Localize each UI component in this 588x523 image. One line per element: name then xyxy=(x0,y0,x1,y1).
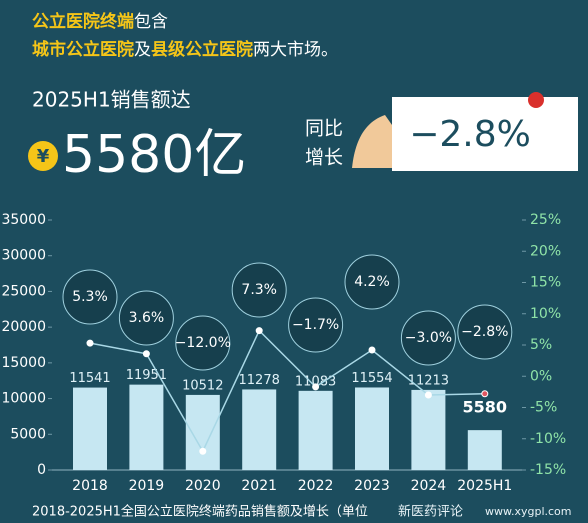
growth-point xyxy=(368,346,376,354)
growth-label: 4.2% xyxy=(354,274,390,290)
growth-line xyxy=(89,329,485,453)
intro-line: 公立医院终端包含 xyxy=(32,11,168,32)
yoy-label: 同比 xyxy=(305,118,343,140)
bar-label: 11554 xyxy=(351,371,392,386)
headline-amount: 5580亿 xyxy=(62,125,246,185)
bar-label: 11213 xyxy=(408,373,449,388)
growth-label: −12.0% xyxy=(175,335,231,351)
bubble xyxy=(344,254,400,310)
bubble xyxy=(288,297,344,353)
bar xyxy=(129,384,164,470)
yoy-label: 增长 xyxy=(305,147,343,169)
yoy-value: −2.8% xyxy=(409,114,531,155)
intro-segment: 城市公立医院 xyxy=(32,39,134,60)
y2-tick-label: -5% xyxy=(530,400,557,416)
bubble xyxy=(400,310,456,366)
x-tick-label: 2024 xyxy=(411,478,447,494)
bubble xyxy=(62,269,118,325)
y-tick-label: 10000 xyxy=(1,391,46,407)
ribbon xyxy=(528,92,544,108)
y-tick-label: 30000 xyxy=(1,248,46,264)
bar xyxy=(355,387,389,470)
y-tick-label: 25000 xyxy=(1,283,46,299)
y2-tick-label: 5% xyxy=(530,337,552,353)
currency-symbol: ¥ xyxy=(37,146,50,167)
bar-label: 11951 xyxy=(126,368,167,383)
bar xyxy=(73,387,107,470)
bubble xyxy=(457,304,513,360)
growth-point xyxy=(312,383,320,391)
y2-tick-label: 10% xyxy=(530,306,561,322)
caption: 2018-2025H1全国公立医院终端药品销售额及增长（单位 xyxy=(32,504,368,520)
x-tick-label: 2020 xyxy=(185,478,221,494)
bar xyxy=(298,390,333,470)
growth-label: −2.8% xyxy=(461,324,508,340)
y2-tick-label: -10% xyxy=(530,431,566,447)
growth-point xyxy=(199,447,207,455)
growth-label: 5.3% xyxy=(72,289,108,305)
bar-label: 11278 xyxy=(239,373,280,388)
y2-tick-label: 20% xyxy=(530,243,561,259)
x-tick-label: 2021 xyxy=(241,478,277,494)
watermark-url: www.xygpl.com xyxy=(485,505,572,518)
bubble xyxy=(118,290,174,346)
x-tick-label: 2019 xyxy=(129,478,165,494)
x-tick-label: 2023 xyxy=(354,478,390,494)
intro-segment: 县级公立医院 xyxy=(151,39,253,60)
y2-tick-label: -15% xyxy=(530,462,566,478)
bar xyxy=(242,389,277,470)
bar xyxy=(411,389,446,470)
bubble xyxy=(231,262,287,318)
currency-badge xyxy=(28,141,58,171)
y2-tick-label: 25% xyxy=(530,212,561,228)
x-tick-label: 2018 xyxy=(72,478,108,494)
growth-point xyxy=(142,350,150,358)
y-tick-label: 20000 xyxy=(1,319,46,335)
intro-line: 城市公立医院及县级公立医院两大市场。 xyxy=(32,39,338,60)
growth-label: 7.3% xyxy=(241,282,277,298)
bar xyxy=(467,430,502,470)
yoy-card xyxy=(392,97,578,171)
y2-tick-label: 15% xyxy=(530,275,561,291)
y-tick-label: 0 xyxy=(37,462,46,478)
intro-segment: 包含 xyxy=(134,12,168,32)
growth-point xyxy=(424,391,432,399)
x-tick-label: 2022 xyxy=(298,478,334,494)
bar xyxy=(185,394,220,470)
growth-point xyxy=(481,390,489,398)
x-tick-label: 2025H1 xyxy=(457,478,512,494)
intro-segment: 两大市场。 xyxy=(253,40,338,60)
growth-label: −3.0% xyxy=(405,330,452,346)
bar-label: 11541 xyxy=(69,371,110,386)
y-tick-label: 15000 xyxy=(1,355,46,371)
bubble xyxy=(175,315,231,371)
growth-point xyxy=(86,339,94,347)
bar-label: 10512 xyxy=(182,378,223,393)
y-tick-label: 35000 xyxy=(1,212,46,228)
watermark: 新医药评论 xyxy=(398,504,463,520)
growth-label: 3.6% xyxy=(129,310,165,326)
bar-label: 11083 xyxy=(295,374,336,389)
hand-icon xyxy=(352,115,392,168)
growth-label: −1.7% xyxy=(292,317,339,333)
bar-label: 5580 xyxy=(463,398,508,417)
headline-label: 2025H1销售额达 xyxy=(32,88,191,112)
y2-tick-label: 0% xyxy=(530,368,552,384)
y-tick-label: 5000 xyxy=(10,426,46,442)
intro-segment: 及 xyxy=(134,40,151,60)
growth-point xyxy=(255,327,263,335)
intro-segment: 公立医院终端 xyxy=(32,11,134,32)
